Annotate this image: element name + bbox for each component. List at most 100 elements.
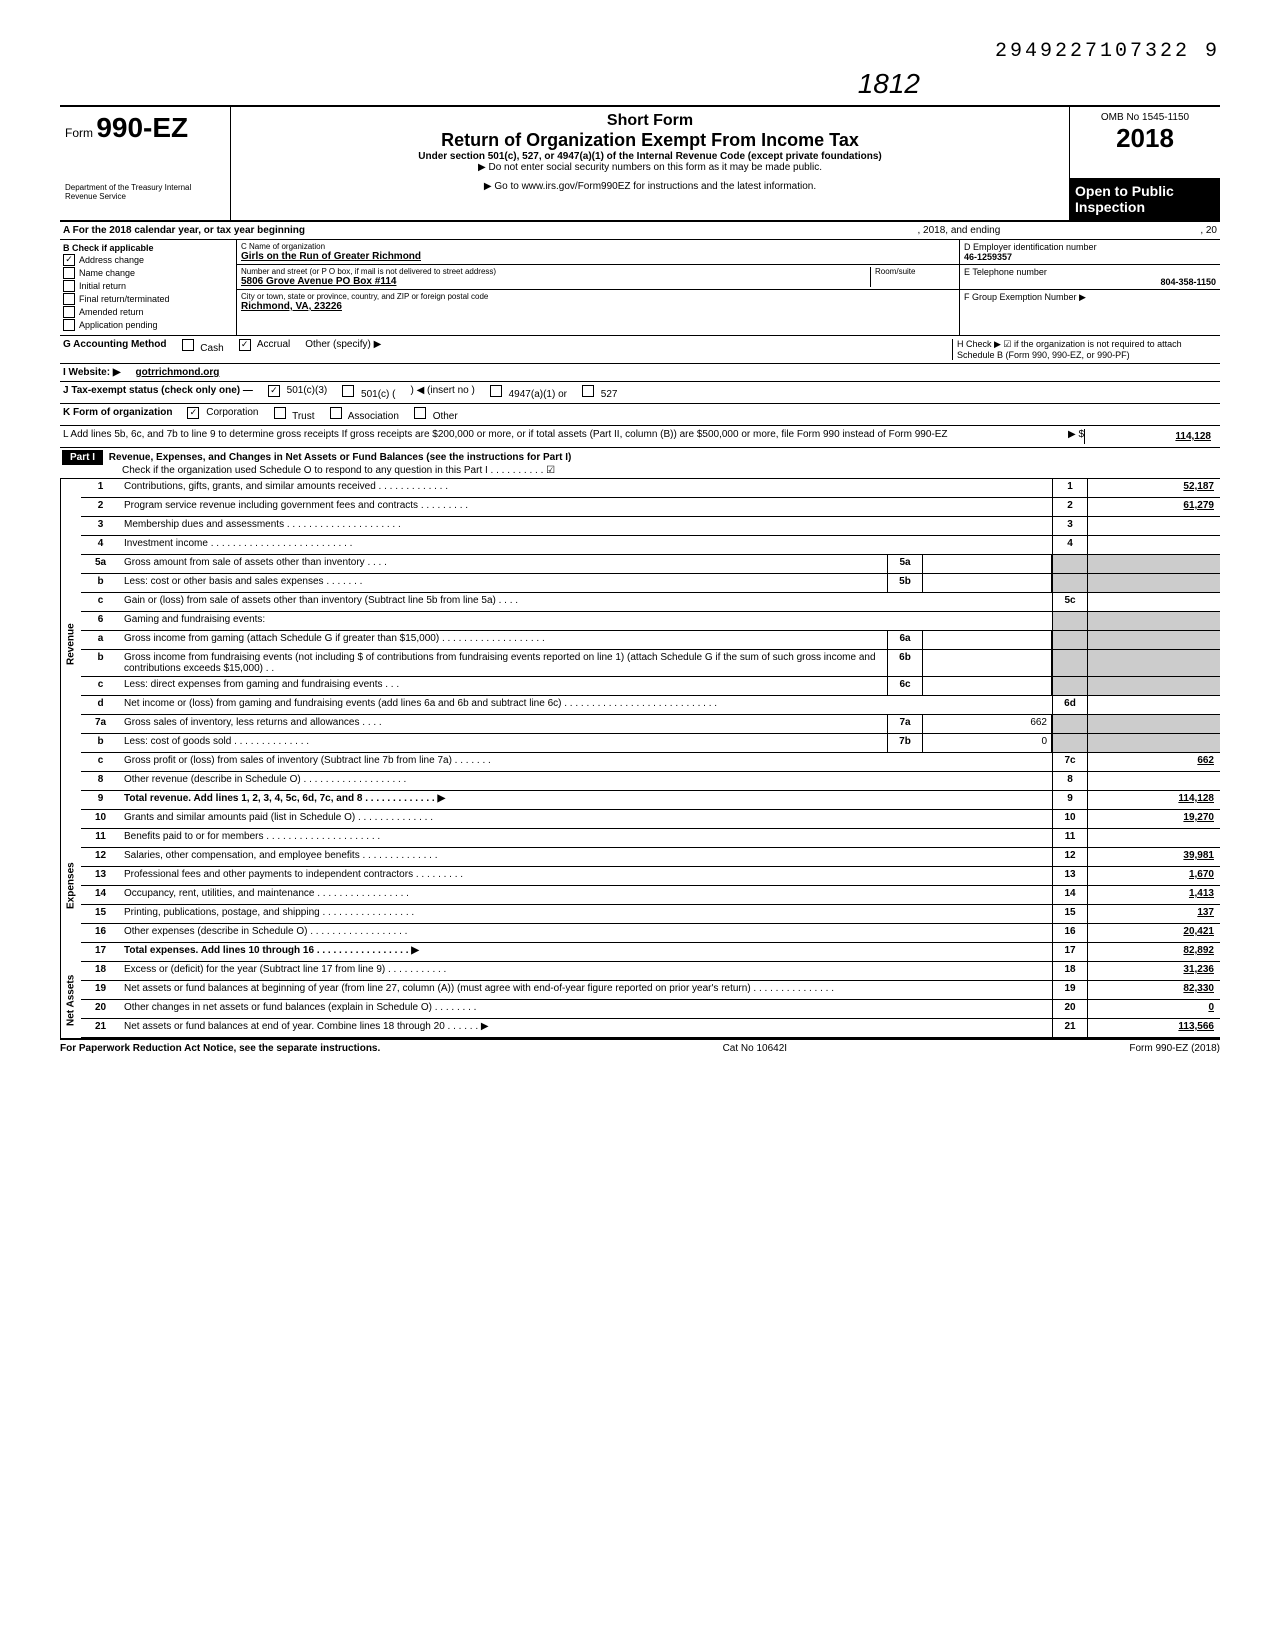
line-15-num: 15 [1052,905,1087,923]
check-initial-label: Initial return [79,281,126,291]
line-1-desc: Contributions, gifts, grants, and simila… [120,479,1052,497]
line-7c-val: 662 [1087,753,1220,771]
accrual-label: Accrual [257,339,290,350]
line-20-val: 0 [1087,1000,1220,1018]
line-7a-desc: Gross sales of inventory, less returns a… [120,715,887,733]
checkbox-assoc[interactable] [330,407,342,419]
line-8-val [1087,772,1220,790]
k-label: K Form of organization [63,407,172,422]
checkbox-address[interactable]: ✓ [63,254,75,266]
tax-exempt-row: J Tax-exempt status (check only one) — ✓… [60,382,1220,404]
line-6c-desc: Less: direct expenses from gaming and fu… [120,677,887,695]
checkbox-other[interactable] [414,407,426,419]
part1-check: Check if the organization used Schedule … [62,465,1218,476]
l-value: 114,128 [1084,429,1217,444]
4947-label: 4947(a)(1) or [509,389,567,400]
cash-label: Cash [200,343,223,354]
line-21-desc: Net assets or fund balances at end of ye… [120,1019,1052,1037]
line-19-desc: Net assets or fund balances at beginning… [120,981,1052,999]
line-l: L Add lines 5b, 6c, and 7b to line 9 to … [60,426,1220,448]
revenue-side-label: Revenue [60,479,81,810]
org-city: Richmond, VA, 23226 [241,301,955,312]
room-label: Room/suite [875,267,955,276]
line-18-desc: Excess or (deficit) for the year (Subtra… [120,962,1052,980]
check-final-label: Final return/terminated [79,294,170,304]
line-11-desc: Benefits paid to or for members . . . . … [120,829,1052,847]
checkbox-4947[interactable] [490,385,502,397]
open-public-badge: Open to Public Inspection [1070,178,1220,220]
line-8-num: 8 [1052,772,1087,790]
line-5b-desc: Less: cost or other basis and sales expe… [120,574,887,592]
netassets-side-label: Net Assets [60,962,81,1038]
line-15-val: 137 [1087,905,1220,923]
line-7c-num: 7c [1052,753,1087,771]
checkbox-corp[interactable]: ✓ [187,407,199,419]
checkbox-cash[interactable] [182,339,194,351]
line-10-desc: Grants and similar amounts paid (list in… [120,810,1052,828]
row-a-mid: , 2018, and ending [917,225,1000,236]
line-16-desc: Other expenses (describe in Schedule O) … [120,924,1052,942]
l-text: L Add lines 5b, 6c, and 7b to line 9 to … [63,429,1068,444]
form-prefix: Form [65,126,93,140]
org-name-label: C Name of organization [241,242,955,251]
line-7b-midval: 0 [923,734,1052,752]
line-6d-num: 6d [1052,696,1087,714]
line-5c-num: 5c [1052,593,1087,611]
org-form-row: K Form of organization ✓ Corporation Tru… [60,404,1220,426]
line-3-desc: Membership dues and assessments . . . . … [120,517,1052,535]
tax-year: 2018 [1075,123,1215,154]
footer-right: Form 990-EZ (2018) [1129,1043,1220,1054]
line-6b-desc: Gross income from fundraising events (no… [120,650,887,676]
line-14-desc: Occupancy, rent, utilities, and maintena… [120,886,1052,904]
line-8-desc: Other revenue (describe in Schedule O) .… [120,772,1052,790]
check-b-section: B Check if applicable ✓Address change Na… [60,240,237,335]
checkbox-501c3[interactable]: ✓ [268,385,280,397]
checkbox-trust[interactable] [274,407,286,419]
corp-label: Corporation [206,407,258,418]
website-value: gotrrichmond.org [136,367,220,378]
org-address: 5806 Grove Avenue PO Box #114 [241,276,870,287]
checkbox-initial[interactable] [63,280,75,292]
line-12-num: 12 [1052,848,1087,866]
line-20-desc: Other changes in net assets or fund bala… [120,1000,1052,1018]
checkbox-pending[interactable] [63,319,75,331]
line-4-val [1087,536,1220,554]
line-6d-desc: Net income or (loss) from gaming and fun… [120,696,1052,714]
ein-value: 46-1259357 [964,252,1216,262]
line-4-desc: Investment income . . . . . . . . . . . … [120,536,1052,554]
line-18-num: 18 [1052,962,1087,980]
checkbox-accrual[interactable]: ✓ [239,339,251,351]
line-6a-mid: 6a [887,631,923,649]
handwritten-mark: 1812 [60,68,920,100]
line-13-desc: Professional fees and other payments to … [120,867,1052,885]
website-row: I Website: ▶ gotrrichmond.org [60,364,1220,382]
row-a-suffix: , 20 [1200,225,1217,236]
part1-title: Revenue, Expenses, and Changes in Net As… [106,449,575,466]
form-title: Return of Organization Exempt From Incom… [236,130,1064,151]
checkbox-amended[interactable] [63,306,75,318]
line-16-val: 20,421 [1087,924,1220,942]
line-21-num: 21 [1052,1019,1087,1037]
checkbox-501c[interactable] [342,385,354,397]
line-7c-desc: Gross profit or (loss) from sales of inv… [120,753,1052,771]
form-instruction-2: ▶ Go to www.irs.gov/Form990EZ for instru… [231,178,1070,220]
line-3-num: 3 [1052,517,1087,535]
g-label: G Accounting Method [63,339,167,360]
check-pending-label: Application pending [79,320,158,330]
expenses-side-label: Expenses [60,810,81,962]
checkbox-name[interactable] [63,267,75,279]
line-5a-mid: 5a [887,555,923,573]
501c-label: 501(c) ( [361,389,395,400]
checkbox-final[interactable] [63,293,75,305]
line-6a-desc: Gross income from gaming (attach Schedul… [120,631,887,649]
phone-value: 804-358-1150 [964,277,1216,287]
line-12-val: 39,981 [1087,848,1220,866]
footer-left: For Paperwork Reduction Act Notice, see … [60,1043,380,1054]
insert-no: ) ◀ (insert no ) [410,385,474,400]
line-6d-val [1087,696,1220,714]
line-9-val: 114,128 [1087,791,1220,809]
line-10-num: 10 [1052,810,1087,828]
line-12-desc: Salaries, other compensation, and employ… [120,848,1052,866]
checkbox-527[interactable] [582,385,594,397]
line-4-num: 4 [1052,536,1087,554]
